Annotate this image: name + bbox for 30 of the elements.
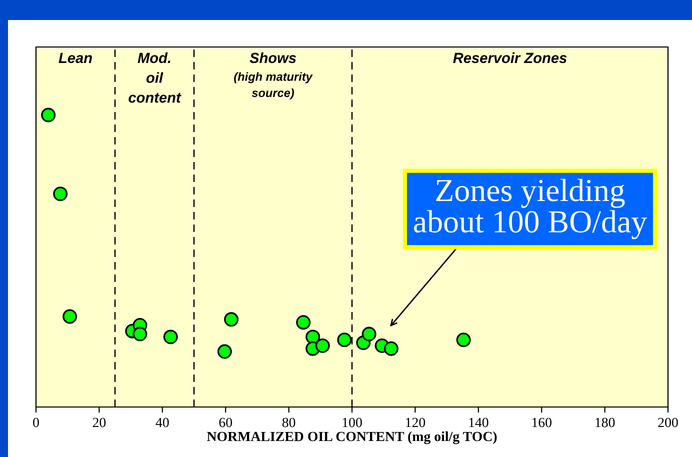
x-tick-label: 0	[33, 418, 39, 428]
point	[41, 108, 56, 122]
x-tick-label: 40	[156, 418, 169, 428]
point	[217, 344, 232, 359]
x-axis-title: NORMALIZED OIL CONTENT (mg oil/g TOC)	[206, 431, 497, 444]
point	[315, 338, 330, 353]
point	[53, 186, 68, 202]
x-tick-label: 140	[469, 418, 488, 428]
x-tick-label: 100	[342, 418, 362, 428]
point	[163, 330, 178, 344]
x-tick-label: 180	[596, 418, 615, 428]
x-tick-label: 80	[282, 418, 296, 428]
point	[384, 341, 398, 356]
x-tick-label: 60	[219, 418, 232, 428]
point	[296, 315, 311, 330]
text: Mod. oil content	[128, 52, 182, 103]
text: Shows (high maturity source)	[234, 52, 313, 100]
annotation: Zones yielding about 100 BO/day	[414, 178, 647, 240]
x-tick-label: 200	[658, 418, 678, 428]
x-tick-label: 160	[532, 418, 552, 428]
point	[362, 326, 376, 342]
x-tick-label: 120	[406, 418, 426, 428]
text: Lean	[58, 52, 92, 64]
text: Reservoir Zones	[453, 52, 567, 64]
point	[224, 312, 239, 327]
point	[62, 309, 78, 324]
x-tick-label: 20	[92, 418, 106, 428]
point	[337, 332, 352, 348]
point	[456, 332, 471, 348]
point	[132, 326, 148, 342]
